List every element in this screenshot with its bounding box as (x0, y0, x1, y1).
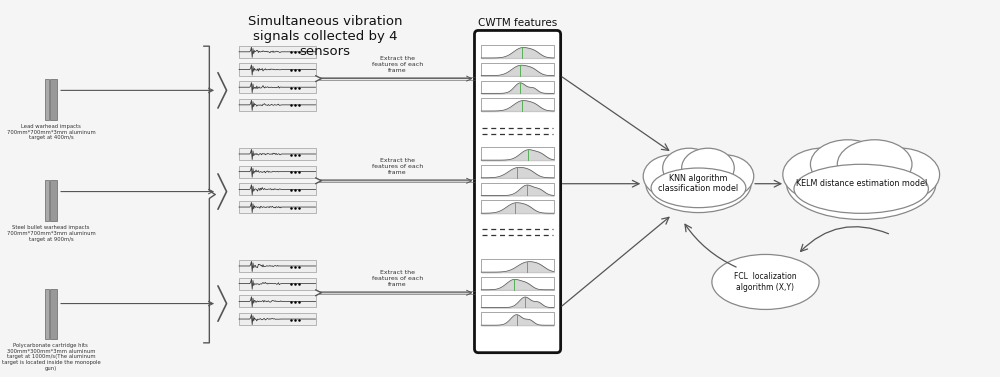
Bar (481, 313, 554, 325)
Bar (239, 277, 316, 290)
Ellipse shape (682, 148, 734, 188)
Bar (481, 183, 554, 196)
Bar (481, 201, 554, 213)
Bar (239, 313, 316, 325)
Text: Lead warhead impacts
700mm*700mm*3mm aluminum
target at 400m/s: Lead warhead impacts 700mm*700mm*3mm alu… (7, 124, 95, 140)
Ellipse shape (651, 168, 746, 208)
Bar (45, 180, 49, 221)
Text: Extract the
features of each
frame: Extract the features of each frame (372, 158, 423, 175)
Text: Steel bullet warhead impacts
700mm*700mm*3mm aluminum
target at 900m/s: Steel bullet warhead impacts 700mm*700mm… (7, 225, 95, 242)
Text: KELM distance estimation model: KELM distance estimation model (796, 179, 927, 188)
Bar (481, 295, 554, 308)
Bar (50, 290, 57, 339)
Bar (50, 180, 57, 221)
Bar (239, 63, 316, 76)
Text: KNN algorithm
classification model: KNN algorithm classification model (658, 174, 739, 193)
Bar (481, 45, 554, 58)
FancyBboxPatch shape (474, 31, 561, 352)
Text: Extract the
features of each
frame: Extract the features of each frame (372, 270, 423, 287)
Ellipse shape (643, 155, 701, 198)
Bar (481, 165, 554, 178)
Bar (481, 81, 554, 93)
Bar (239, 260, 316, 272)
Ellipse shape (712, 254, 819, 310)
Ellipse shape (810, 140, 885, 189)
Bar (239, 81, 316, 93)
Ellipse shape (663, 148, 715, 188)
Bar (481, 259, 554, 272)
Bar (50, 79, 57, 120)
Ellipse shape (646, 155, 751, 213)
Bar (45, 290, 49, 339)
Bar (239, 148, 316, 160)
Bar (239, 46, 316, 58)
Ellipse shape (783, 148, 865, 201)
Bar (239, 166, 316, 178)
Bar (239, 201, 316, 213)
Text: Extract the
features of each
frame: Extract the features of each frame (372, 56, 423, 73)
Bar (239, 295, 316, 308)
Bar (481, 63, 554, 76)
Bar (481, 147, 554, 160)
Text: CWTM features: CWTM features (478, 18, 557, 29)
Text: FCL  localization
algorithm (X,Y): FCL localization algorithm (X,Y) (734, 272, 797, 292)
Ellipse shape (696, 155, 754, 198)
Bar (45, 79, 49, 120)
Text: Polycarbonate cartridge hits
300mm*300mm*3mm aluminum
target at 1000m/s(The alum: Polycarbonate cartridge hits 300mm*300mm… (2, 343, 100, 371)
Ellipse shape (837, 140, 912, 189)
Bar (239, 183, 316, 196)
Ellipse shape (857, 148, 940, 201)
Bar (481, 277, 554, 290)
Ellipse shape (787, 148, 936, 219)
Bar (481, 98, 554, 111)
Ellipse shape (794, 164, 928, 213)
Text: Simultaneous vibration
signals collected by 4
sensors: Simultaneous vibration signals collected… (248, 15, 402, 58)
Bar (239, 99, 316, 111)
